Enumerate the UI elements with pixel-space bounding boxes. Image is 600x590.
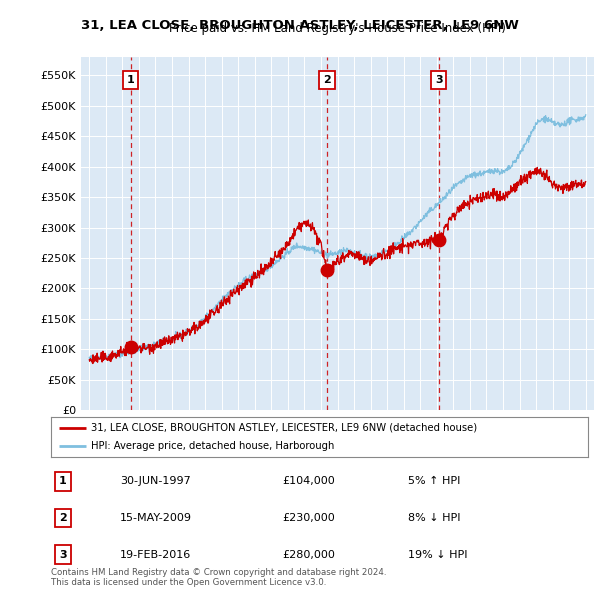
Text: HPI: Average price, detached house, Harborough: HPI: Average price, detached house, Harb… (91, 441, 335, 451)
Text: 3: 3 (435, 75, 443, 85)
Text: 5% ↑ HPI: 5% ↑ HPI (408, 477, 460, 486)
Text: £230,000: £230,000 (282, 513, 335, 523)
Text: 31, LEA CLOSE, BROUGHTON ASTLEY, LEICESTER, LE9 6NW: 31, LEA CLOSE, BROUGHTON ASTLEY, LEICEST… (81, 19, 519, 32)
Text: 1: 1 (127, 75, 134, 85)
Text: 1: 1 (59, 477, 67, 486)
Text: 31, LEA CLOSE, BROUGHTON ASTLEY, LEICESTER, LE9 6NW (detached house): 31, LEA CLOSE, BROUGHTON ASTLEY, LEICEST… (91, 423, 478, 433)
Text: 19% ↓ HPI: 19% ↓ HPI (408, 550, 467, 559)
Text: 15-MAY-2009: 15-MAY-2009 (120, 513, 192, 523)
Text: 30-JUN-1997: 30-JUN-1997 (120, 477, 191, 486)
Text: 2: 2 (59, 513, 67, 523)
Text: Contains HM Land Registry data © Crown copyright and database right 2024.
This d: Contains HM Land Registry data © Crown c… (51, 568, 386, 587)
Text: 19-FEB-2016: 19-FEB-2016 (120, 550, 191, 559)
Title: Price paid vs. HM Land Registry's House Price Index (HPI): Price paid vs. HM Land Registry's House … (169, 22, 506, 35)
Text: £280,000: £280,000 (282, 550, 335, 559)
Text: £104,000: £104,000 (282, 477, 335, 486)
Text: 8% ↓ HPI: 8% ↓ HPI (408, 513, 461, 523)
Text: 3: 3 (59, 550, 67, 559)
Text: 2: 2 (323, 75, 331, 85)
